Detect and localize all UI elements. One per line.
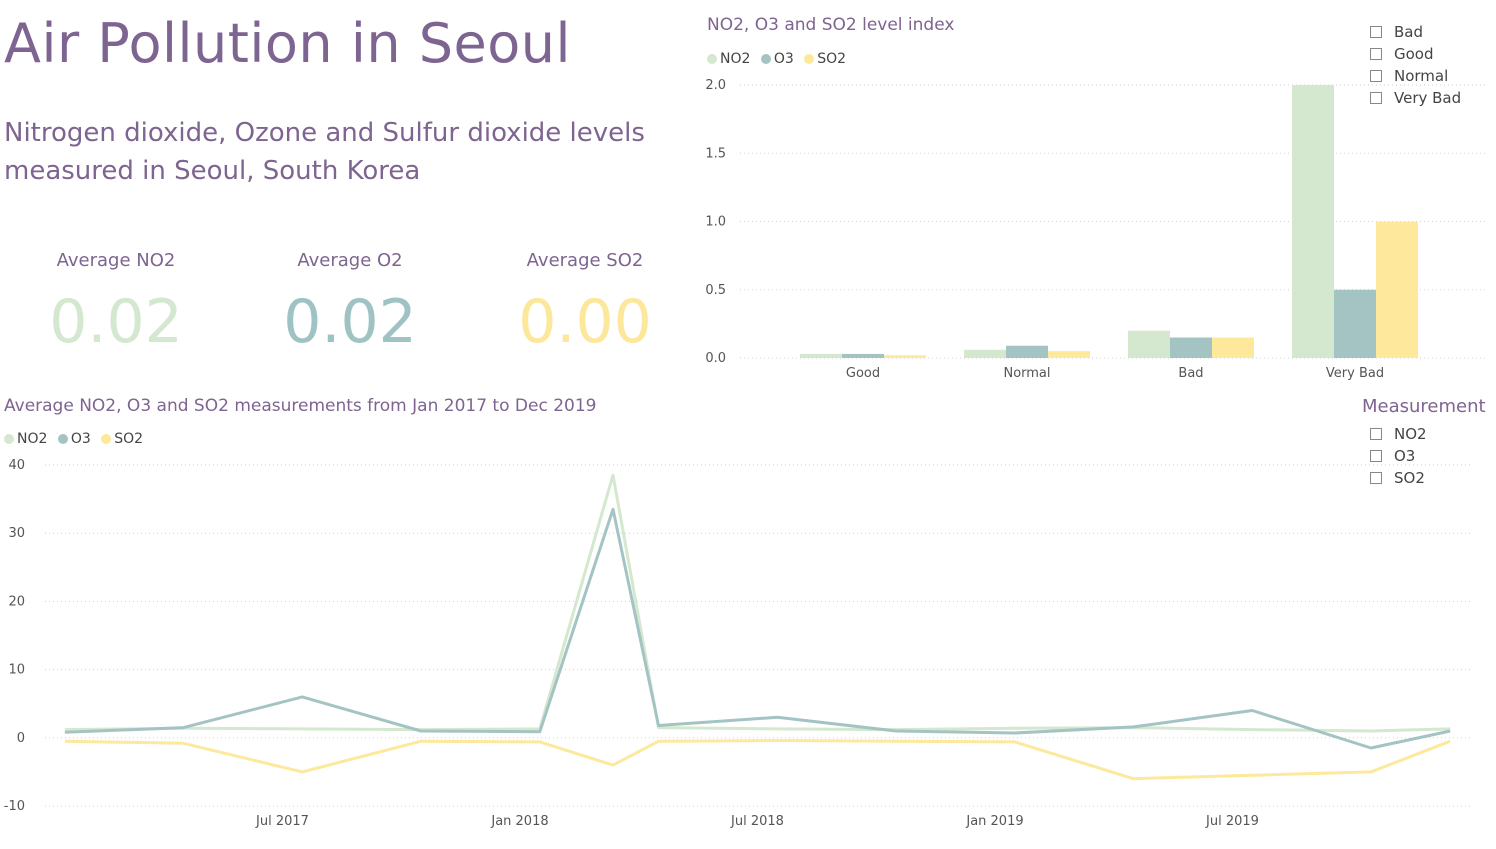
x-tick-label: Jul 2019 <box>1205 814 1259 829</box>
kpi-card-no2: Average NO2 0.02 <box>16 250 216 357</box>
slicer-option-label: Good <box>1394 45 1434 63</box>
legend-dot <box>804 54 815 64</box>
kpi-label: Average SO2 <box>526 250 644 271</box>
x-tick-label: Jan 2018 <box>490 814 548 829</box>
legend-dot <box>707 54 717 64</box>
bar-no2 <box>964 349 1006 358</box>
page-subtitle: Nitrogen dioxide, Ozone and Sulfur dioxi… <box>4 118 645 186</box>
x-tick-label: Very Bad <box>1326 366 1384 381</box>
y-tick-label: 1.5 <box>705 146 726 161</box>
series-line-o3 <box>64 507 1451 750</box>
y-tick-label: 2.0 <box>705 78 726 93</box>
slicer-option-no2[interactable]: NO2 <box>1370 423 1486 445</box>
bar-so2 <box>884 355 926 358</box>
bar-o3 <box>1334 289 1376 358</box>
bar-o3 <box>842 353 884 358</box>
bar-o3 <box>1006 345 1048 358</box>
x-tick-label: Jul 2018 <box>730 814 784 829</box>
legend-dot <box>4 434 14 444</box>
bar-so2 <box>1376 221 1418 358</box>
legend-item-o3[interactable]: O3 <box>760 51 794 67</box>
checkbox[interactable] <box>1370 48 1382 60</box>
checkbox[interactable] <box>1370 450 1382 462</box>
legend-label: NO2 <box>17 431 48 447</box>
bar-no2 <box>1128 330 1170 358</box>
slicer-option-very-bad[interactable]: Very Bad <box>1370 87 1461 109</box>
x-tick-label: Jan 2019 <box>965 814 1023 829</box>
x-tick-label: Bad <box>1178 366 1203 381</box>
line-chart: -10 0 10 20 30 40 Jul 2017 Jan 2018 Jul 2018 Jan … <box>4 458 1470 829</box>
bar-chart-legend: NO2 O3 SO2 <box>707 51 852 67</box>
checkbox[interactable] <box>1370 428 1382 440</box>
y-tick-label: 40 <box>8 458 25 473</box>
x-tick-label: Good <box>846 366 880 381</box>
kpi-card-so2: Average SO2 0.00 <box>485 250 685 357</box>
series-line-so2 <box>64 739 1451 781</box>
kpi-label: Average NO2 <box>56 250 176 271</box>
legend-dot <box>101 434 112 444</box>
legend-item-no2[interactable]: NO2 <box>4 431 47 447</box>
series-line-no2 <box>64 473 1451 733</box>
legend-dot <box>760 54 771 64</box>
y-tick-label: 1.0 <box>705 215 726 230</box>
y-tick-label: 0.0 <box>705 351 726 366</box>
checkbox[interactable] <box>1370 92 1382 104</box>
legend-item-o3[interactable]: O3 <box>57 431 91 447</box>
kpi-label: Average O2 <box>297 250 403 271</box>
y-tick-label: 30 <box>8 526 25 541</box>
line-chart-title: Average NO2, O3 and SO2 measurements fro… <box>4 396 597 416</box>
y-tick-label: 0.5 <box>705 283 726 298</box>
x-tick-label: Jul 2017 <box>255 814 309 829</box>
y-tick-label: 10 <box>8 663 25 678</box>
y-tick-label: -10 <box>4 799 25 814</box>
bar-o3 <box>1170 337 1212 358</box>
y-tick-label: 20 <box>8 594 25 609</box>
slicer-option-o3[interactable]: O3 <box>1370 445 1486 467</box>
level-slicer: Bad Good Normal Very Bad <box>1370 21 1461 109</box>
kpi-value: 0.02 <box>49 287 183 357</box>
bar-no2 <box>1292 85 1334 358</box>
legend-label: NO2 <box>720 51 751 67</box>
page-title: Air Pollution in Seoul <box>4 12 571 75</box>
x-tick-label: Normal <box>1003 366 1050 381</box>
legend-item-so2[interactable]: SO2 <box>804 51 846 67</box>
slicer-option-bad[interactable]: Bad <box>1370 21 1461 43</box>
slicer-option-label: O3 <box>1394 447 1416 465</box>
slicer-option-label: SO2 <box>1394 469 1425 487</box>
legend-label: O3 <box>70 431 91 447</box>
checkbox[interactable] <box>1370 472 1382 484</box>
slicer-option-label: NO2 <box>1394 425 1427 443</box>
legend-label: O3 <box>773 51 794 67</box>
slicer-option-good[interactable]: Good <box>1370 43 1461 65</box>
y-tick-label: 0 <box>17 731 25 746</box>
checkbox[interactable] <box>1370 70 1382 82</box>
legend-item-no2[interactable]: NO2 <box>707 51 750 67</box>
legend-label: SO2 <box>114 431 144 447</box>
kpi-card-o2: Average O2 0.02 <box>250 250 450 357</box>
slicer-option-label: Normal <box>1394 67 1449 85</box>
bar-chart-title: NO2, O3 and SO2 level index <box>707 15 955 35</box>
line-chart-legend: NO2 O3 SO2 <box>4 431 149 447</box>
legend-dot <box>57 434 68 444</box>
kpi-value: 0.02 <box>283 287 417 357</box>
kpi-value: 0.00 <box>518 287 652 357</box>
slicer-option-normal[interactable]: Normal <box>1370 65 1461 87</box>
checkbox[interactable] <box>1370 26 1382 38</box>
slicer-title: Measurement <box>1362 396 1486 417</box>
bar-chart: 0.0 0.5 1.0 1.5 2.0 Good Normal Bad Very Bad <box>705 78 1485 381</box>
legend-item-so2[interactable]: SO2 <box>101 431 143 447</box>
measurement-slicer: Measurement NO2 O3 SO2 <box>1362 396 1486 489</box>
slicer-option-so2[interactable]: SO2 <box>1370 467 1486 489</box>
legend-label: SO2 <box>817 51 847 67</box>
slicer-option-label: Bad <box>1394 23 1424 41</box>
bar-so2 <box>1048 351 1090 358</box>
slicer-option-label: Very Bad <box>1394 89 1462 107</box>
bar-so2 <box>1212 337 1254 358</box>
bar-no2 <box>800 353 842 358</box>
